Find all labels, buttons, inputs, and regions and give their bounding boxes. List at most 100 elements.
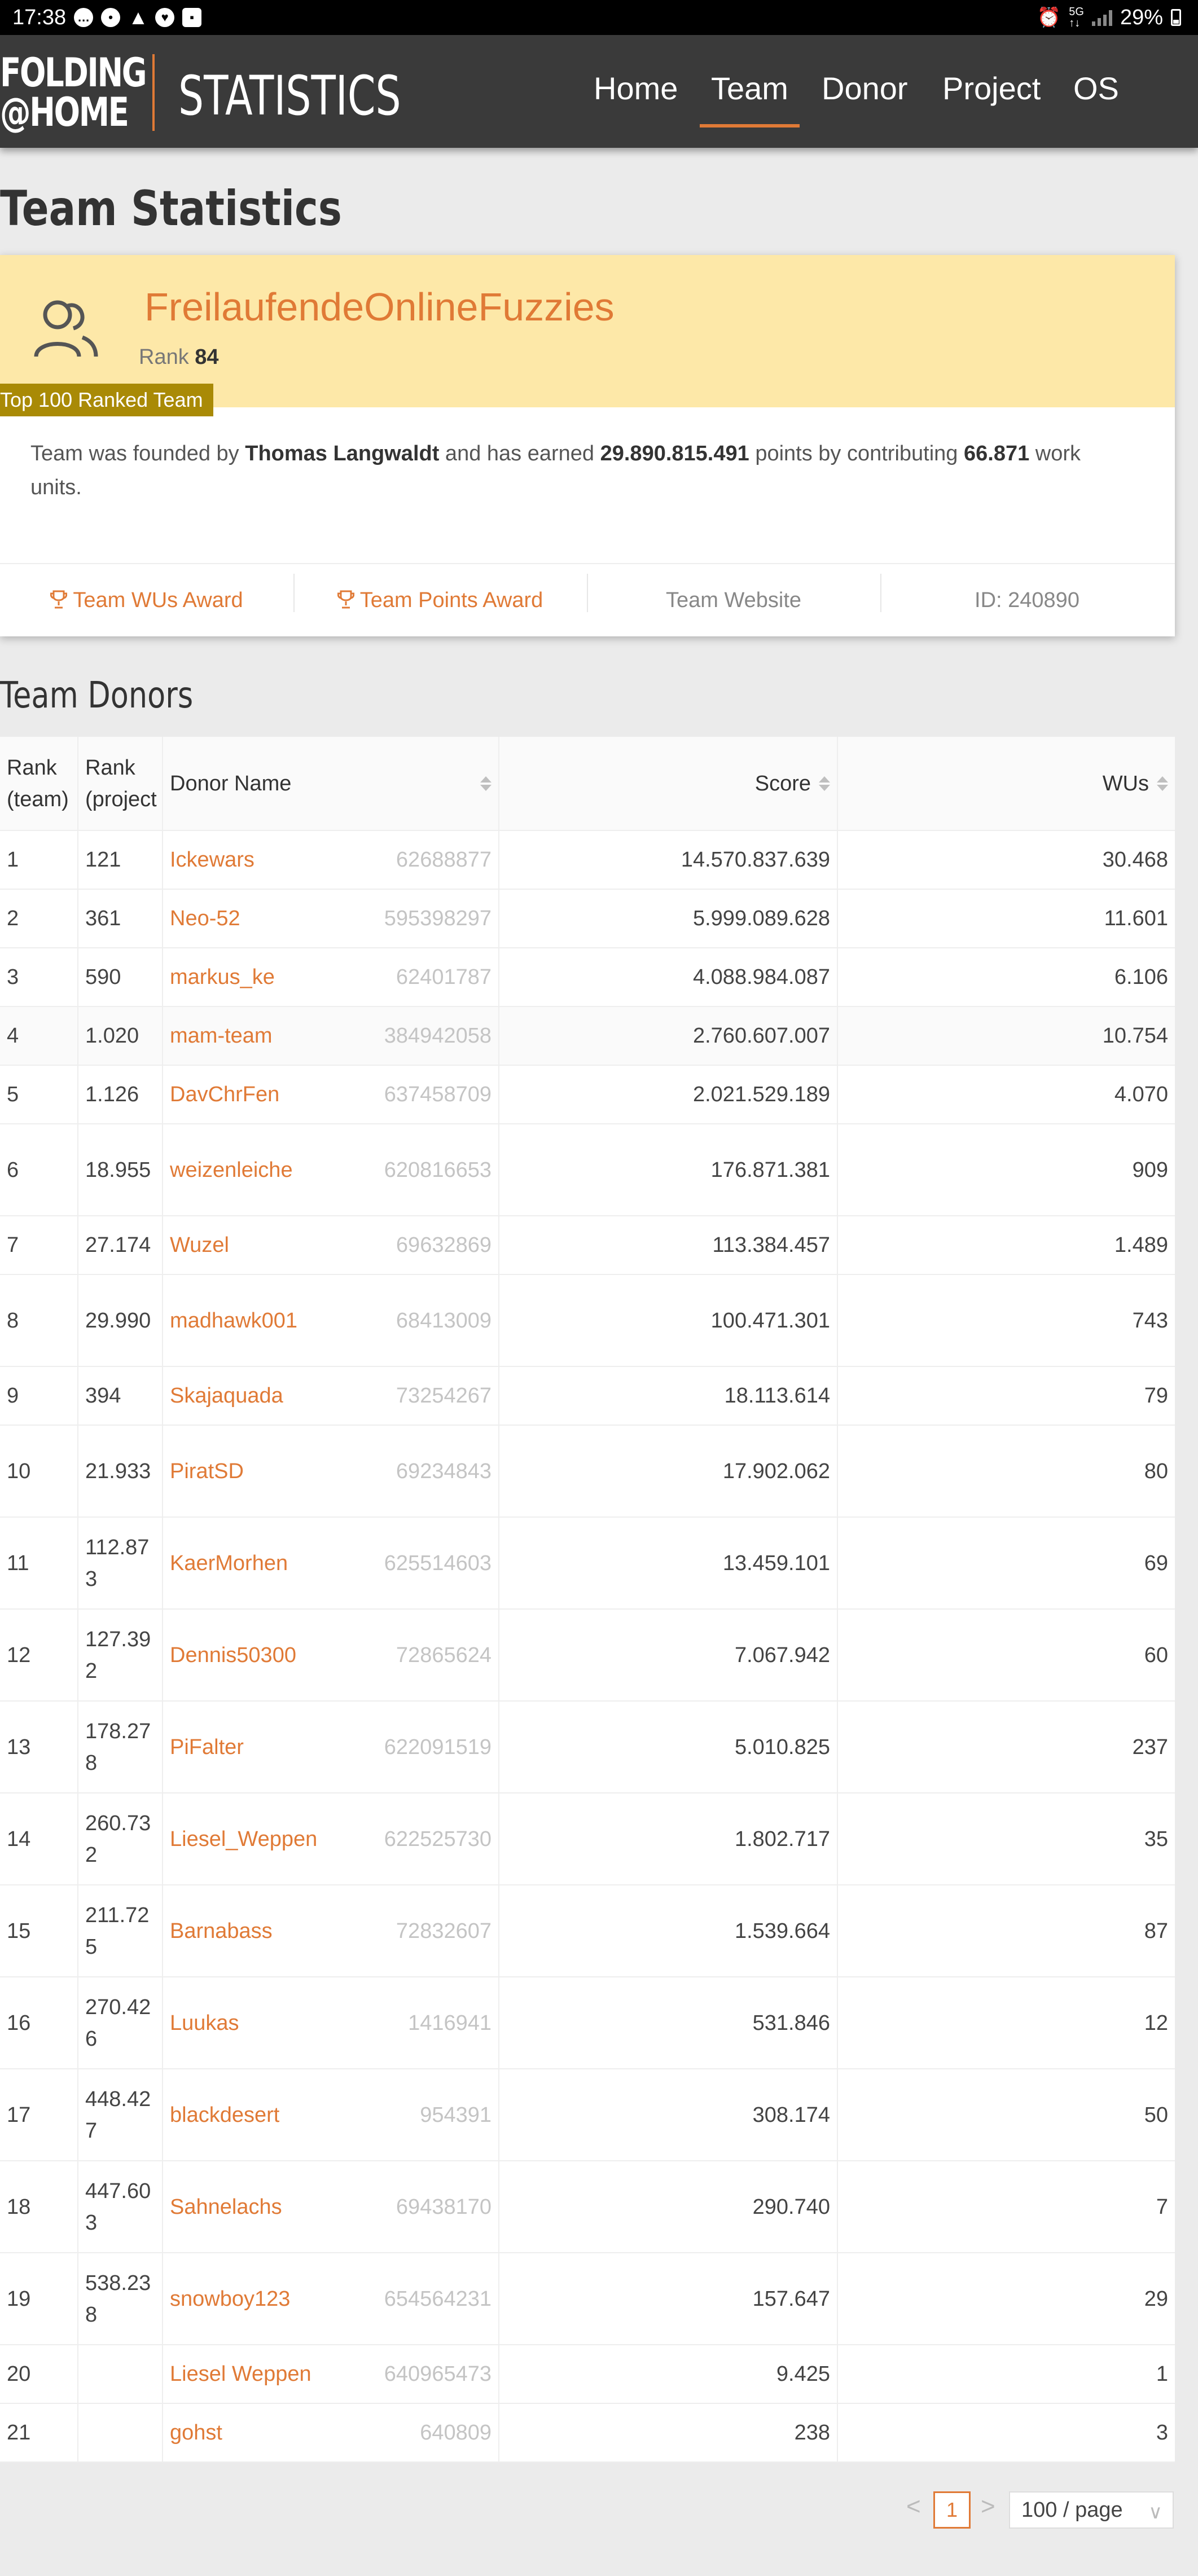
site-header: FOLDING @HOME STATISTICS Home Team Donor… [0,35,1198,148]
table-row: 3 590 markus_ke 62401787 4.088.984.087 6.106 [0,948,1175,1007]
chat-icon: • [101,8,121,27]
table-row: 11 112.873 KaerMorhen 625514603 13.459.101 69 [0,1517,1175,1610]
logo-folding-at-home[interactable]: FOLDING @HOME [0,50,147,135]
cell-rank-project: 590 [78,948,163,1007]
cell-donor: Dennis50300 72865624 [163,1609,499,1702]
cell-score: 290.740 [499,2161,838,2253]
donor-id: 654564231 [384,2287,492,2311]
alarm-icon: ⏰ [1037,7,1061,28]
warning-icon: ▲ [128,6,148,29]
pagination-next-icon[interactable]: > [981,2493,995,2520]
team-donors-table: Rank (team) Rank (project Donor Name Sco… [0,737,1175,2463]
donor-name-link[interactable]: Liesel Weppen [170,2362,311,2386]
pagination-prev-icon[interactable]: < [906,2493,921,2520]
donor-name-link[interactable]: PiratSD [170,1459,244,1483]
cell-rank-team: 5 [0,1065,78,1124]
cell-score: 5.999.089.628 [499,889,838,948]
status-time: 17:38 [12,5,67,29]
table-row: 21 gohst 640809 238 3 [0,2403,1175,2463]
team-description: Team was founded by Thomas Langwaldt and… [30,442,1081,499]
nav-donor[interactable]: Donor [822,71,908,106]
sort-icon[interactable] [1157,776,1168,791]
sort-icon[interactable] [819,776,830,791]
cell-wus: 29 [837,2253,1175,2345]
pagination-current-page[interactable]: 1 [933,2491,971,2529]
donor-name-link[interactable]: snowboy123 [170,2287,291,2311]
cell-rank-project: 1.126 [78,1065,163,1124]
cell-donor: KaerMorhen 625514603 [163,1517,499,1610]
donor-name-link[interactable]: Liesel_Weppen [170,1827,318,1851]
table-row: 5 1.126 DavChrFen 637458709 2.021.529.189 4.0… [0,1065,1175,1124]
donor-name-link[interactable]: DavChrFen [170,1083,280,1106]
cell-rank-project: 127.392 [78,1609,163,1702]
donor-name-link[interactable]: Neo-52 [170,907,240,930]
donor-id: 620816653 [384,1158,492,1182]
donor-id: 69632869 [396,1233,492,1257]
nav-project[interactable]: Project [942,71,1041,106]
nav-team[interactable]: Team [700,71,800,128]
page-size-select[interactable]: 100 / page ∨ [1009,2491,1174,2529]
table-row: 8 29.990 madhawk001 68413009 100.471.301 743 [0,1274,1175,1367]
cell-score: 176.871.381 [499,1124,838,1216]
sort-icon[interactable] [480,776,492,791]
donor-id: 62401787 [396,965,492,989]
top-100-badge: Top 100 Ranked Team [0,384,213,416]
donor-name-link[interactable]: Luukas [170,2011,239,2035]
donor-name-link[interactable]: blackdesert [170,2103,280,2127]
donor-name-link[interactable]: Barnabass [170,1919,273,1943]
table-row: 10 21.933 PiratSD 69234843 17.902.062 80 [0,1425,1175,1518]
message-icon: … [74,8,94,27]
cell-wus: 80 [837,1425,1175,1518]
cell-wus: 30.468 [837,830,1175,890]
cell-donor: madhawk001 68413009 [163,1274,499,1367]
cell-wus: 60 [837,1609,1175,1702]
donor-name-link[interactable]: weizenleiche [170,1158,293,1182]
cell-rank-project: 361 [78,889,163,948]
col-donor-name[interactable]: Donor Name [163,737,499,831]
donor-name-link[interactable]: mam-team [170,1024,273,1048]
cell-rank-team: 12 [0,1609,78,1702]
donor-name-link[interactable]: Skajaquada [170,1384,283,1408]
trophy-icon [50,590,68,608]
cell-donor: Wuzel 69632869 [163,1216,499,1275]
cell-wus: 1 [837,2345,1175,2404]
cell-donor: blackdesert 954391 [163,2069,499,2161]
col-wus[interactable]: WUs [837,737,1175,831]
cell-rank-team: 4 [0,1006,78,1066]
col-score[interactable]: Score [499,737,838,831]
cell-donor: weizenleiche 620816653 [163,1124,499,1216]
table-row: 4 1.020 mam-team 384942058 2.760.607.007 10.7… [0,1006,1175,1066]
nav-os[interactable]: OS [1073,71,1119,106]
cell-score: 2.760.607.007 [499,1006,838,1066]
donor-name-link[interactable]: markus_ke [170,965,275,989]
cell-donor: Barnabass 72832607 [163,1885,499,1977]
cell-rank-team: 2 [0,889,78,948]
logo-statistics[interactable]: STATISTICS [178,64,401,128]
donor-name-link[interactable]: Sahnelachs [170,2195,282,2219]
donor-name-link[interactable]: gohst [170,2421,222,2445]
donor-name-link[interactable]: Dennis50300 [170,1643,296,1667]
donor-name-link[interactable]: Wuzel [170,1233,229,1257]
cell-donor: Ickewars 62688877 [163,830,499,890]
team-website-link[interactable]: Team Website [587,573,880,613]
cell-score: 13.459.101 [499,1517,838,1610]
donor-name-link[interactable]: madhawk001 [170,1308,298,1333]
cell-rank-project: 27.174 [78,1216,163,1275]
nav-home[interactable]: Home [594,71,678,106]
donor-name-link[interactable]: Ickewars [170,848,254,872]
donor-id: 622525730 [384,1827,492,1851]
team-wus-award-link[interactable]: Team WUs Award [0,588,293,613]
cell-rank-team: 11 [0,1517,78,1610]
network-5g-icon: 5G ↑↓ [1069,6,1084,29]
donor-name-link[interactable]: PiFalter [170,1735,244,1759]
cell-wus: 50 [837,2069,1175,2161]
cell-score: 308.174 [499,2069,838,2161]
cell-wus: 3 [837,2403,1175,2463]
team-points-award-link[interactable]: Team Points Award [293,573,587,613]
donor-name-link[interactable]: KaerMorhen [170,1551,288,1575]
cell-wus: 10.754 [837,1006,1175,1066]
donor-id: 640809 [420,2421,492,2445]
cell-wus: 237 [837,1701,1175,1793]
col-rank-project: Rank (project [78,737,163,831]
cell-rank-project: 211.725 [78,1885,163,1977]
